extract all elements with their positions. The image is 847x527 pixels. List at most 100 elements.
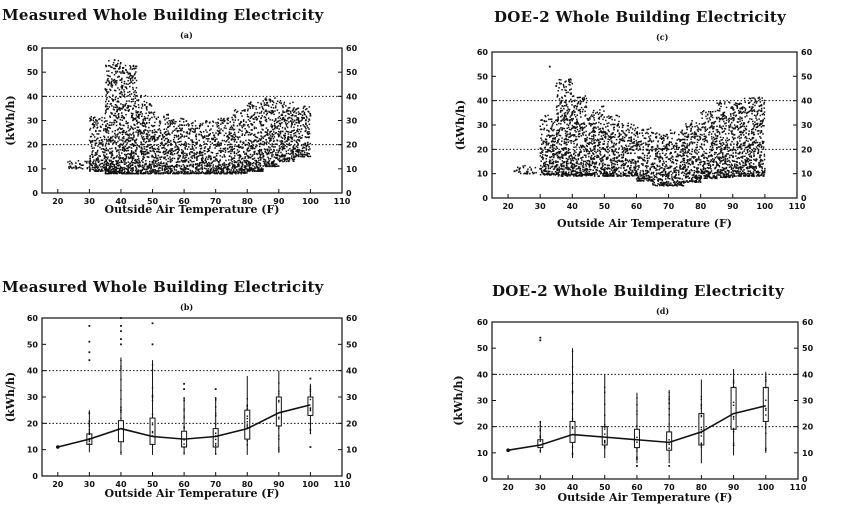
data-point — [546, 129, 548, 131]
data-point — [95, 163, 97, 165]
data-point — [582, 129, 584, 131]
data-point — [160, 161, 162, 163]
data-point — [586, 151, 588, 153]
data-point — [266, 141, 268, 143]
data-point — [110, 140, 112, 142]
data-point — [133, 144, 135, 146]
data-point — [206, 156, 208, 158]
data-point — [231, 173, 233, 175]
data-point — [145, 119, 147, 121]
data-point — [292, 159, 294, 161]
data-point — [168, 158, 170, 160]
data-point — [203, 131, 205, 133]
data-point — [106, 99, 108, 101]
data-point — [131, 173, 133, 175]
data-point — [599, 147, 601, 149]
data-point — [224, 121, 226, 123]
data-point — [240, 121, 242, 123]
data-point — [252, 163, 254, 165]
data-point — [296, 136, 298, 138]
data-point — [158, 146, 160, 148]
data-point — [260, 118, 262, 120]
data-point — [211, 172, 213, 174]
data-point — [229, 162, 231, 164]
data-point — [189, 165, 191, 167]
data-point — [304, 154, 306, 156]
data-point — [529, 173, 531, 175]
data-point — [585, 161, 587, 163]
x-tick-label: 110 — [334, 197, 351, 206]
data-point — [306, 125, 308, 127]
data-point — [229, 131, 231, 133]
data-point — [122, 68, 124, 70]
data-point — [90, 118, 92, 120]
data-point — [593, 127, 595, 128]
data-point — [90, 128, 92, 129]
data-layer — [67, 59, 311, 174]
data-point — [239, 147, 241, 149]
data-point — [99, 147, 101, 149]
data-point — [241, 115, 243, 117]
data-point — [247, 160, 249, 162]
data-point — [523, 167, 525, 169]
data-point — [129, 140, 131, 142]
data-point — [133, 92, 135, 94]
data-point — [272, 100, 274, 102]
data-point — [555, 149, 557, 151]
data-point — [570, 88, 572, 90]
data-point — [602, 173, 604, 175]
data-point — [157, 165, 159, 167]
data-point — [300, 154, 302, 156]
data-point — [280, 124, 282, 126]
data-point — [105, 104, 107, 106]
data-point — [211, 139, 213, 141]
data-point — [593, 136, 595, 138]
data-point — [600, 138, 602, 140]
data-point — [242, 133, 244, 135]
data-point — [162, 166, 164, 168]
data-point — [267, 104, 269, 106]
x-tick-label: 90 — [727, 202, 739, 211]
data-point — [251, 142, 253, 144]
data-point — [94, 136, 96, 138]
data-point — [586, 171, 588, 173]
data-point — [218, 123, 220, 125]
data-point — [208, 125, 210, 127]
data-point — [588, 156, 590, 158]
data-point — [254, 134, 256, 136]
data-point — [115, 120, 117, 122]
data-point — [138, 156, 140, 158]
data-point — [114, 68, 116, 70]
data-point — [171, 120, 173, 122]
data-point — [209, 130, 211, 132]
data-point — [122, 116, 124, 118]
data-point — [189, 154, 191, 156]
data-point — [181, 149, 183, 151]
data-point — [119, 155, 121, 157]
data-point — [562, 106, 564, 108]
data-point — [260, 143, 262, 145]
data-point — [120, 172, 122, 174]
data-point — [183, 144, 185, 146]
data-point — [202, 169, 204, 171]
data-point — [571, 120, 573, 122]
data-point — [170, 159, 172, 161]
data-point — [280, 131, 282, 133]
data-point — [133, 132, 135, 134]
data-point — [207, 138, 209, 140]
data-point — [269, 166, 271, 168]
data-point — [568, 101, 570, 103]
data-point — [130, 154, 132, 156]
data-point — [130, 78, 132, 80]
data-point — [105, 65, 107, 67]
data-point — [170, 148, 172, 150]
data-point — [138, 165, 140, 167]
data-point — [255, 140, 256, 142]
data-point — [69, 161, 71, 163]
data-point — [250, 123, 252, 125]
data-point — [519, 171, 521, 173]
data-point — [196, 157, 198, 159]
data-point — [563, 87, 565, 89]
data-point — [177, 159, 179, 161]
data-point — [600, 154, 602, 156]
